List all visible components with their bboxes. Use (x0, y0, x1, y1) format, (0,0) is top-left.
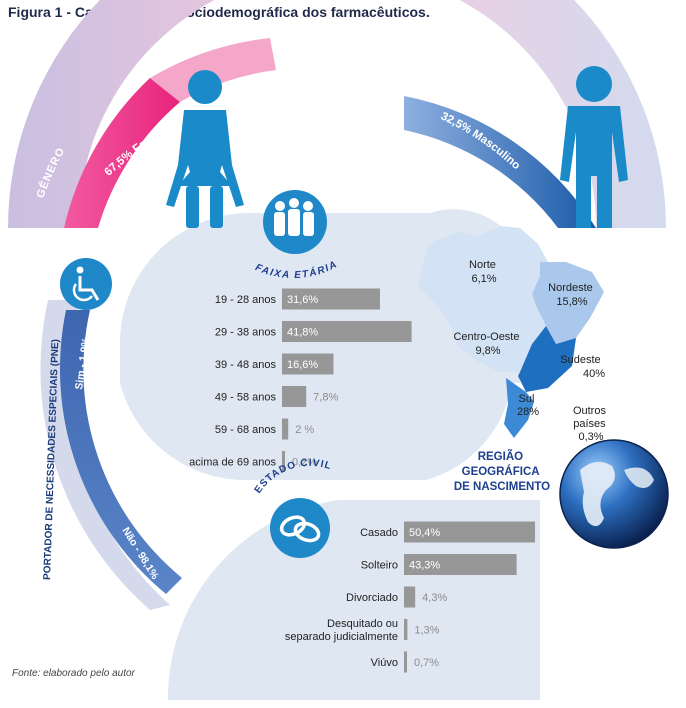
value-label-2: 43,3% (409, 560, 440, 572)
faixa-etaria-bars: 19 - 28 anos 31,6% 29 - 38 anos 41,8% 39 - 4… (189, 288, 412, 472)
norte-name: Norte (469, 259, 496, 271)
value-label-1: 31,6% (287, 294, 318, 306)
value-label-4: 1,3% (414, 625, 439, 637)
female-figure-icon (166, 70, 244, 228)
regiao-title-1: REGIÃO (478, 450, 523, 463)
outros-value: 0,3% (578, 431, 603, 443)
outros-name-1: Outros (573, 405, 607, 417)
centro-oeste-value: 9,8% (475, 345, 500, 357)
estado-civil-panel (167, 500, 540, 700)
category-label-3: 39 - 48 anos (215, 359, 277, 371)
bar-2 (282, 321, 412, 342)
sul-name: Sul (519, 393, 535, 405)
people-group-icon (263, 190, 327, 254)
bar-2 (404, 554, 517, 575)
category-label-5: 59 - 68 anos (215, 424, 277, 436)
sudeste-value: 40% (583, 368, 605, 380)
bar-1 (404, 521, 536, 543)
category-label-5: Viúvo (371, 657, 398, 669)
male-figure-icon (560, 66, 628, 228)
category-label-1: 19 - 28 anos (215, 294, 277, 306)
regiao-norte-label: Norte 6,1% (469, 259, 499, 285)
globe-icon (559, 439, 669, 549)
value-label-6: 0,2% (292, 457, 317, 469)
map-region-centro-oeste (448, 294, 546, 372)
category-label-2: Solteiro (361, 560, 398, 572)
nordeste-name: Nordeste (548, 282, 593, 294)
pne-arc-band (59, 310, 182, 594)
outros-name-2: países (573, 418, 606, 430)
faixa-etaria-panel (120, 209, 520, 481)
bar-5 (404, 651, 407, 673)
regiao-centro-oeste-label: Centro-Oeste 9,8% (453, 331, 522, 357)
regiao-title: REGIÃO GEOGRÁFICA DE NASCIMENTO (454, 450, 550, 493)
regiao-sudeste-label: Sudeste 40% (560, 354, 605, 380)
pne-arc-background (40, 300, 171, 610)
estado-civil-bars: Casado 50,4% Solteiro 43,3% Divorciado 4,3% De… (285, 521, 536, 673)
regiao-title-2: GEOGRÁFICA (462, 465, 540, 478)
nordeste-value: 15,8% (556, 296, 587, 308)
source-note: Fonte: elaborado pelo autor (12, 668, 135, 679)
bar-3 (282, 353, 334, 375)
category-label-4: 49 - 58 anos (215, 392, 277, 404)
centro-oeste-name: Centro-Oeste (453, 331, 519, 343)
bar-5 (282, 418, 289, 440)
norte-value: 6,1% (471, 273, 496, 285)
sul-value: 28% (517, 406, 539, 418)
map-region-sudeste (518, 326, 576, 392)
regiao-nordeste-label: Nordeste 15,8% (548, 282, 596, 308)
sudeste-name: Sudeste (560, 354, 600, 366)
genero-female-band-2 (150, 38, 276, 102)
regiao-title-3: DE NASCIMENTO (454, 481, 550, 493)
bar-3 (404, 586, 416, 608)
value-label-3: 4,3% (422, 592, 447, 604)
bar-4 (282, 386, 307, 407)
bar-1 (282, 288, 380, 310)
value-label-3: 16,6% (287, 359, 318, 371)
category-label-3: Divorciado (346, 592, 398, 604)
map-region-nordeste (532, 262, 604, 344)
bar-6 (282, 451, 285, 472)
value-label-1: 50,4% (409, 527, 440, 539)
genero-female-band (64, 78, 180, 228)
bar-4 (404, 619, 408, 640)
category-label-2: 29 - 38 anos (215, 327, 277, 339)
regiao-sul-label: Sul 28% (517, 393, 539, 418)
value-label-2: 41,8% (287, 327, 318, 339)
map-region-norte (418, 226, 548, 320)
value-label-4: 7,8% (313, 392, 338, 404)
brazil-map-icon (418, 226, 604, 438)
category-label-4: Desquitado ou separado judicialmente (285, 618, 398, 643)
value-label-5: 2 % (295, 424, 314, 436)
category-label-6: acima de 69 anos (189, 457, 276, 469)
regiao-outros-label: Outros países 0,3% (573, 405, 609, 443)
wheelchair-icon (60, 258, 112, 310)
genero-male-band (404, 96, 596, 228)
value-label-5: 0,7% (414, 657, 439, 669)
map-region-sul (504, 378, 534, 438)
rings-icon (270, 498, 330, 558)
category-label-1: Casado (360, 527, 398, 539)
